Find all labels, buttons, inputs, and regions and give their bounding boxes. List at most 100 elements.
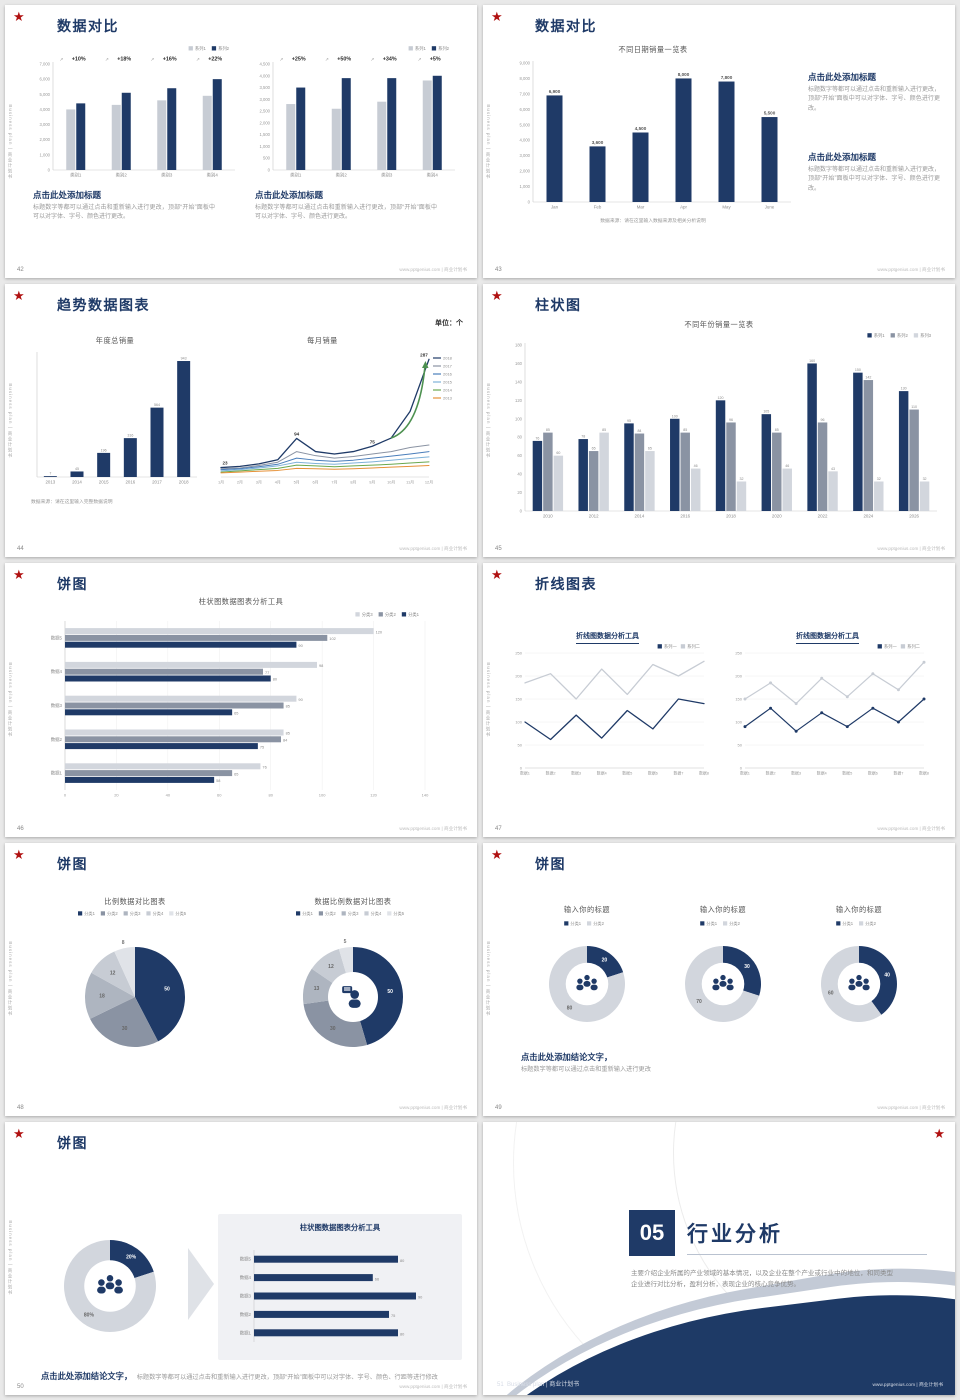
- svg-text:数据1: 数据1: [51, 770, 63, 777]
- svg-text:分类5: 分类5: [175, 910, 186, 917]
- svg-text:7: 7: [49, 472, 51, 476]
- slide-number: 45: [495, 546, 502, 553]
- svg-text:140: 140: [422, 793, 429, 798]
- svg-text:系列1: 系列1: [874, 332, 886, 339]
- svg-text:196: 196: [101, 449, 107, 453]
- svg-text:80%: 80%: [84, 1312, 95, 1318]
- conclusion-body: 标题数字等都可以通过点击和重新输入进行更改: [521, 1065, 651, 1073]
- svg-text:2026: 2026: [909, 514, 919, 519]
- svg-text:40: 40: [166, 793, 171, 798]
- svg-text:287: 287: [420, 353, 428, 358]
- svg-text:40: 40: [884, 972, 890, 978]
- svg-text:↗: ↗: [279, 57, 283, 62]
- svg-text:4,000: 4,000: [260, 73, 271, 78]
- svg-text:类别4: 类别4: [427, 172, 439, 179]
- slide-44: ★ Business plan | 商业计划书 趋势数据图表 单位：个 年度总销…: [5, 284, 477, 558]
- svg-text:46: 46: [694, 464, 698, 468]
- svg-text:0: 0: [740, 766, 743, 771]
- svg-text:数据5: 数据5: [842, 771, 852, 776]
- svg-text:50: 50: [518, 743, 523, 748]
- svg-text:9月: 9月: [369, 480, 375, 485]
- svg-text:100: 100: [672, 414, 678, 418]
- svg-text:数据7: 数据7: [893, 771, 903, 776]
- svg-text:数据1: 数据1: [240, 1329, 252, 1336]
- svg-text:数据2: 数据2: [51, 736, 63, 743]
- svg-text:50: 50: [738, 743, 743, 748]
- svg-text:250: 250: [735, 651, 742, 656]
- svg-text:2024: 2024: [863, 514, 873, 519]
- svg-text:96: 96: [729, 418, 733, 422]
- svg-text:↗: ↗: [59, 57, 63, 62]
- grouped-bar-chart-right: 系列1 系列2 0 500 1,000 1,500 2,000 2,500 3,000 3,500…: [247, 43, 459, 181]
- svg-text:140: 140: [515, 380, 523, 385]
- svg-text:120: 120: [376, 630, 383, 635]
- svg-text:数据1: 数据1: [740, 771, 750, 776]
- svg-text:系列2: 系列2: [897, 332, 909, 339]
- svg-text:2014: 2014: [443, 388, 453, 393]
- chevron-arrow-icon: [188, 1247, 214, 1320]
- sidebar-vertical-text: Business plan | 商业计划书: [8, 941, 13, 1017]
- slide-45: ★ Business plan | 商业计划书 柱状图 不同年份销量一览表 系列…: [483, 284, 955, 558]
- sidebar-vertical-text: Business plan | 商业计划书: [486, 941, 491, 1017]
- svg-text:2014: 2014: [635, 514, 645, 519]
- svg-text:+16%: +16%: [163, 57, 177, 63]
- sidebar-vertical-text: Business plan | 商业计划书: [486, 104, 491, 180]
- svg-text:↗: ↗: [325, 57, 329, 62]
- svg-text:80: 80: [517, 435, 522, 440]
- svg-text:10月: 10月: [387, 480, 395, 485]
- svg-text:65: 65: [648, 447, 652, 451]
- svg-text:150: 150: [855, 368, 861, 372]
- svg-text:分类1: 分类1: [302, 910, 313, 917]
- block-heading: 点击此处添加标题: [33, 190, 102, 200]
- svg-text:系列二: 系列二: [687, 643, 701, 650]
- panel-hbar-chart: 数据5 数据4 数据3 数据2 数据1 80 66 90 75 80: [230, 1244, 450, 1348]
- svg-text:↗: ↗: [196, 57, 200, 62]
- svg-text:6月: 6月: [313, 480, 319, 485]
- svg-text:8: 8: [122, 939, 125, 945]
- svg-text:数据8: 数据8: [699, 771, 709, 776]
- svg-text:系列2: 系列2: [218, 45, 230, 52]
- svg-text:85: 85: [775, 428, 779, 432]
- svg-text:5,000: 5,000: [40, 92, 51, 97]
- svg-text:30: 30: [330, 1026, 336, 1032]
- svg-text:2018: 2018: [179, 480, 189, 485]
- svg-text:96: 96: [821, 418, 825, 422]
- svg-text:数据3: 数据3: [571, 771, 581, 776]
- svg-text:95: 95: [627, 419, 631, 423]
- conclusion-body: 标题数字等都可以通过点击和重新输入进行更改，顶部“开始”面板中可以对字体、字号、…: [136, 1373, 438, 1381]
- svg-text:160: 160: [809, 359, 815, 363]
- sidebar-vertical-text: Business plan | 商业计划书: [8, 383, 13, 459]
- svg-text:7,000: 7,000: [40, 62, 51, 67]
- slide-number: 44: [17, 546, 24, 553]
- svg-text:系列2: 系列2: [438, 45, 450, 52]
- svg-text:2013: 2013: [443, 396, 453, 401]
- slide-title: 趋势数据图表: [57, 297, 150, 314]
- svg-text:2,000: 2,000: [260, 120, 271, 125]
- conclusion-block: 点击此处添加结论文字， 标题数字等都可以通过点击和重新输入进行更改，顶部“开始”…: [41, 1366, 451, 1384]
- footer-site-text: www.pptgenius.com | 商业计划书: [399, 267, 467, 273]
- block-body: 标题数字等都可以通过点击和重新输入进行更改，顶部“开始”面板中可以对字体、字号、…: [808, 167, 941, 192]
- svg-text:12月: 12月: [425, 480, 433, 485]
- line-chart-right: 系列一 系列二 0 50 100 150 200 250 数据1 数据2 数据3 数据4 数据5 数据6 数…: [725, 641, 930, 779]
- conclusion-heading: 点击此处添加结论文字，: [521, 1051, 613, 1062]
- chart-title: 年度总销量: [95, 336, 135, 346]
- sidebar-vertical-text: Business plan | 商业计划书: [8, 1220, 13, 1296]
- svg-text:数据7: 数据7: [673, 771, 683, 776]
- svg-text:105: 105: [763, 410, 769, 414]
- svg-text:2,000: 2,000: [520, 169, 531, 174]
- svg-text:3月: 3月: [256, 480, 262, 485]
- svg-text:85: 85: [286, 731, 290, 736]
- svg-text:98: 98: [319, 663, 323, 668]
- svg-text:数据3: 数据3: [791, 771, 801, 776]
- svg-text:3,000: 3,000: [40, 122, 51, 127]
- conclusion-heading: 点击此处添加结论文字，: [41, 1370, 133, 1381]
- svg-text:77: 77: [265, 670, 269, 675]
- footer-site-text: www.pptgenius.com | 商业计划书: [877, 1104, 945, 1110]
- svg-text:500: 500: [263, 156, 271, 161]
- svg-text:数据4: 数据4: [817, 771, 828, 776]
- slide-43: ★ Business plan | 商业计划书 数据对比 不同日期销量一览表 0…: [483, 5, 955, 279]
- svg-text:60: 60: [517, 453, 522, 458]
- monthly-sales-bar-chart: 0 1,000 2,000 3,000 4,000 5,000 6,000 7,000 8,00…: [507, 55, 795, 213]
- svg-text:75: 75: [260, 745, 264, 750]
- svg-text:0: 0: [48, 168, 51, 173]
